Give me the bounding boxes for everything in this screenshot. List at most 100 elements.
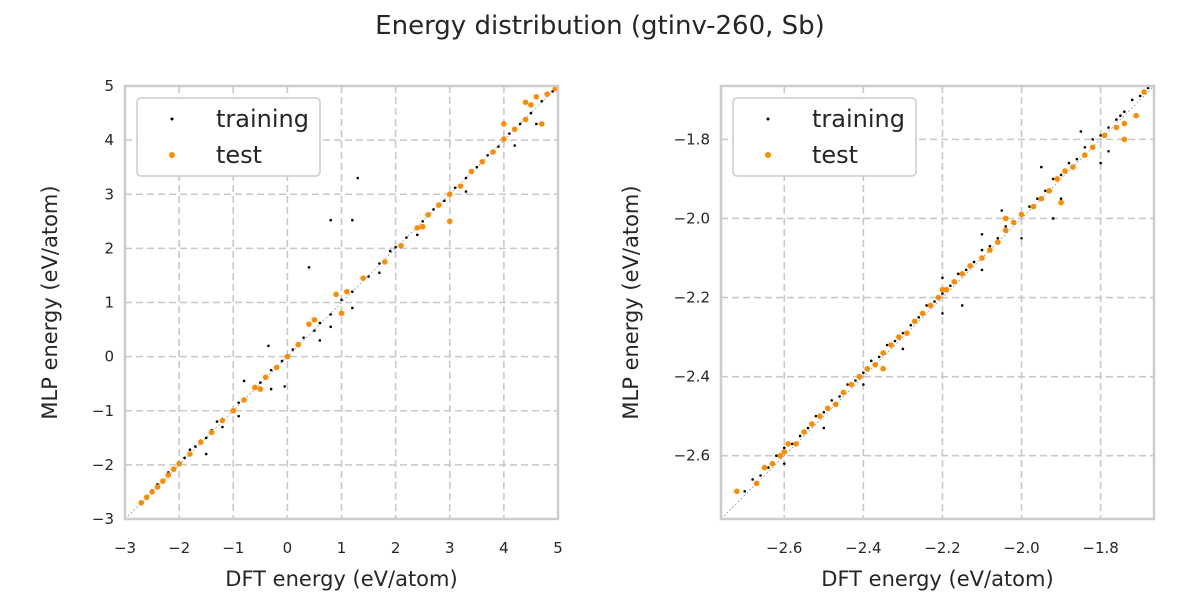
test-point xyxy=(995,239,1001,245)
training-point xyxy=(1138,94,1142,98)
data-points xyxy=(734,86,1150,495)
training-point xyxy=(453,186,457,190)
training-point xyxy=(443,199,446,203)
test-point xyxy=(753,480,760,487)
training-point xyxy=(917,316,921,319)
training-point xyxy=(1020,236,1023,240)
test-point xyxy=(1030,203,1037,210)
training-point xyxy=(356,176,360,180)
test-point xyxy=(170,466,177,473)
legend-label: test xyxy=(812,141,858,169)
test-point xyxy=(528,102,534,108)
x-tick-label: 4 xyxy=(499,539,509,557)
training-point xyxy=(340,298,343,302)
training-point xyxy=(814,414,818,418)
y-tick-label: 3 xyxy=(104,185,114,203)
training-point xyxy=(862,371,865,374)
y-axis-label: MLP energy (eV/atom) xyxy=(619,185,643,419)
test-point xyxy=(1141,89,1147,95)
training-point xyxy=(497,145,500,148)
training-point xyxy=(267,344,270,348)
test-point xyxy=(138,499,145,506)
training-point xyxy=(313,329,316,332)
test-point xyxy=(522,99,529,106)
training-point xyxy=(893,339,897,343)
test-point xyxy=(785,441,792,447)
training-point xyxy=(269,368,273,372)
test-point xyxy=(1121,136,1128,143)
training-point xyxy=(518,122,522,126)
training-point xyxy=(925,304,928,307)
test-point xyxy=(544,91,550,97)
x-tick-label: 0 xyxy=(283,539,293,557)
test-point xyxy=(511,126,518,133)
test-point xyxy=(273,364,280,371)
y-tick-label: −2.2 xyxy=(674,289,710,307)
test-point xyxy=(1062,168,1068,174)
axes-frame xyxy=(719,84,1156,521)
test-point xyxy=(187,451,193,457)
test-point xyxy=(1046,187,1053,194)
test-point xyxy=(382,259,388,265)
x-tick-label: −2.6 xyxy=(766,539,802,557)
training-point xyxy=(1059,197,1063,200)
test-point xyxy=(295,341,302,348)
y-tick-label: −2.6 xyxy=(674,447,710,465)
training-point xyxy=(830,399,834,402)
training-point xyxy=(302,336,305,339)
legend-label: test xyxy=(216,141,262,169)
training-point xyxy=(540,99,544,103)
test-point xyxy=(284,353,291,360)
training-point xyxy=(1051,177,1055,181)
test-point xyxy=(959,271,966,277)
test-point xyxy=(769,460,776,467)
training-point xyxy=(941,292,944,295)
y-tick-label: −2.4 xyxy=(674,368,710,386)
training-point xyxy=(204,436,208,440)
test-point xyxy=(230,407,237,414)
legend-box xyxy=(136,97,321,177)
training-point xyxy=(1028,205,1031,208)
training-point xyxy=(759,474,762,477)
training-point xyxy=(1107,126,1110,129)
test-point xyxy=(935,294,942,301)
training-point xyxy=(291,348,295,351)
legend-marker-test xyxy=(169,152,175,158)
training-point xyxy=(329,218,332,222)
test-point xyxy=(457,183,464,189)
test-point xyxy=(848,381,855,388)
figure-title: Energy distribution (gtinv-260, Sb) xyxy=(375,11,825,41)
training-point xyxy=(877,355,881,359)
test-point xyxy=(856,373,863,380)
training-point xyxy=(1083,145,1087,149)
test-point xyxy=(333,291,339,298)
test-point xyxy=(468,168,475,175)
x-tick-label: 5 xyxy=(553,539,563,557)
training-point xyxy=(1119,114,1122,117)
chart-panel-right: −2.6 −2.4 −2.2 −2.0 −1.8 −2.6 −2.4 −2.2 −2.0 −1.8… xyxy=(619,84,1156,591)
test-point xyxy=(801,429,807,435)
test-point xyxy=(252,384,258,391)
test-point xyxy=(219,417,226,424)
test-point xyxy=(832,401,839,408)
training-point xyxy=(318,339,322,342)
training-point xyxy=(421,220,424,223)
test-point xyxy=(911,318,918,325)
test-point xyxy=(311,317,318,323)
training-point xyxy=(854,379,857,382)
training-point xyxy=(988,244,992,248)
test-point xyxy=(446,191,453,198)
test-point xyxy=(197,439,204,445)
test-point xyxy=(538,121,545,127)
training-point xyxy=(1059,173,1063,177)
test-point xyxy=(414,225,421,231)
training-point xyxy=(1115,118,1118,121)
training-point xyxy=(507,132,511,135)
training-point xyxy=(551,90,554,93)
test-point xyxy=(149,489,155,495)
test-point xyxy=(1070,164,1076,170)
training-point xyxy=(1099,161,1102,165)
training-point xyxy=(351,290,354,293)
training-point xyxy=(782,446,786,450)
training-point xyxy=(378,262,381,265)
